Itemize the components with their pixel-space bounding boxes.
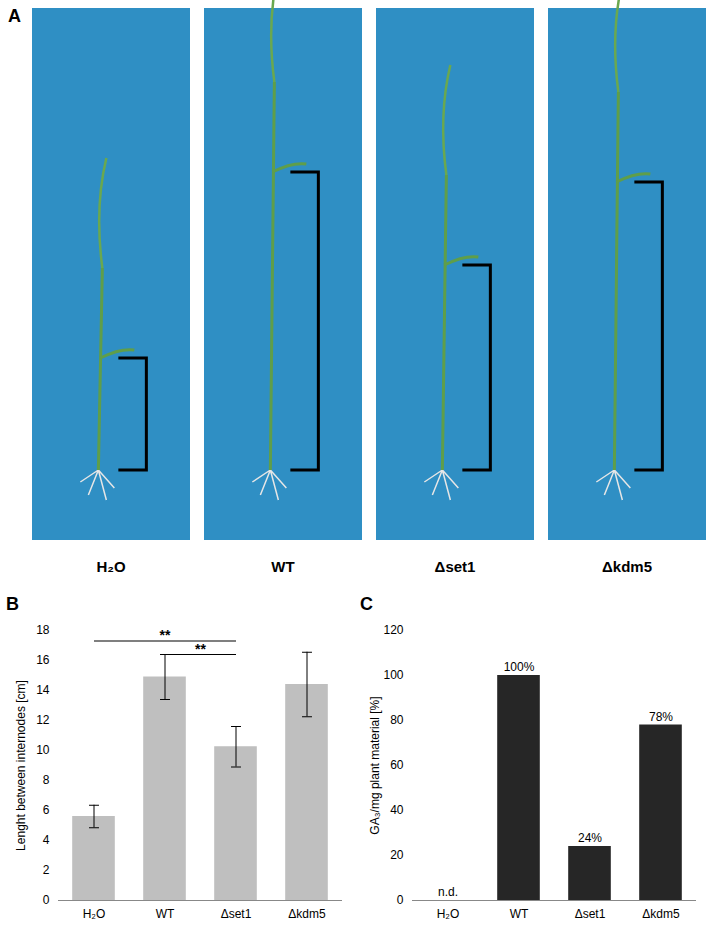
svg-text:24%: 24% (578, 831, 602, 845)
svg-text:Δkdm5: Δkdm5 (602, 558, 652, 575)
svg-text:80: 80 (390, 713, 404, 727)
svg-text:Δkdm5: Δkdm5 (642, 907, 680, 921)
svg-text:40: 40 (390, 803, 404, 817)
svg-text:H₂O: H₂O (96, 558, 125, 575)
svg-text:Δkdm5: Δkdm5 (288, 907, 326, 921)
svg-text:**: ** (195, 641, 206, 657)
svg-text:Lenght between internodes [cm]: Lenght between internodes [cm] (14, 680, 28, 851)
svg-text:20: 20 (390, 848, 404, 862)
html-text:C: C (360, 594, 373, 614)
svg-text:H₂O: H₂O (83, 907, 106, 921)
svg-text:60: 60 (390, 758, 404, 772)
svg-text:14: 14 (36, 683, 50, 697)
svg-text:n.d.: n.d. (438, 885, 458, 899)
svg-text:0: 0 (397, 893, 404, 907)
svg-text:A: A (8, 6, 21, 26)
svg-text:WT: WT (510, 907, 529, 921)
svg-text:0: 0 (43, 893, 50, 907)
html-text:B: B (6, 594, 19, 614)
svg-text:16: 16 (36, 653, 50, 667)
svg-text:**: ** (160, 627, 171, 643)
svg-text:WT: WT (156, 907, 175, 921)
svg-text:2: 2 (43, 863, 50, 877)
svg-text:10: 10 (36, 743, 50, 757)
svg-text:8: 8 (43, 773, 50, 787)
svg-text:GA₃/mg plant material [%]: GA₃/mg plant material [%] (368, 696, 382, 834)
svg-text:100%: 100% (504, 660, 535, 674)
svg-text:12: 12 (36, 713, 50, 727)
svg-text:100: 100 (383, 668, 403, 682)
svg-text:4: 4 (43, 833, 50, 847)
svg-text:Δset1: Δset1 (221, 907, 252, 921)
svg-text:H₂O: H₂O (437, 907, 460, 921)
svg-text:Δset1: Δset1 (575, 907, 606, 921)
svg-text:18: 18 (36, 623, 50, 637)
svg-text:78%: 78% (649, 710, 673, 724)
svg-text:WT: WT (271, 558, 294, 575)
svg-text:Δset1: Δset1 (435, 558, 476, 575)
svg-text:6: 6 (43, 803, 50, 817)
svg-text:120: 120 (383, 623, 403, 637)
